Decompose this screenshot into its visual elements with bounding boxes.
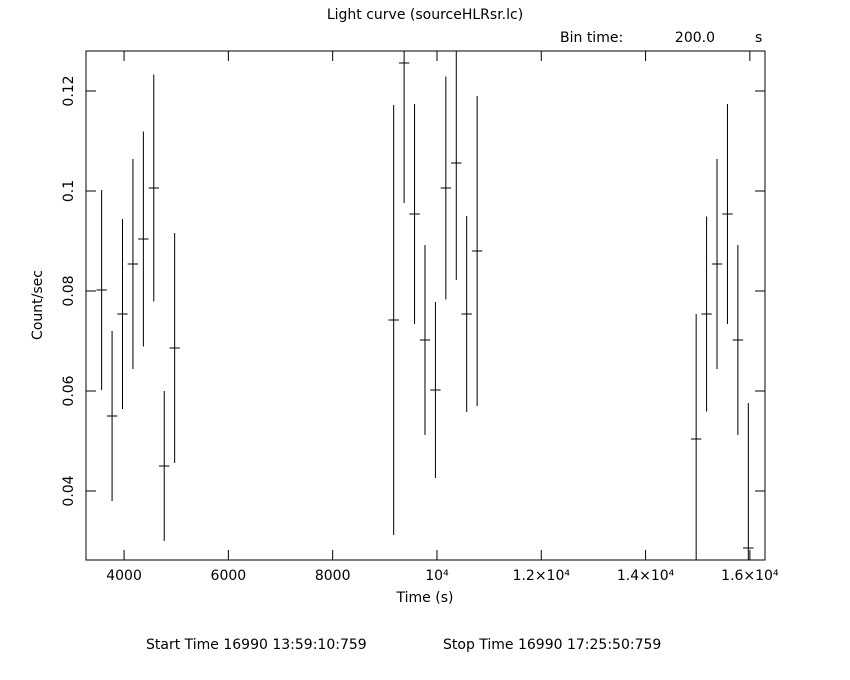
chart-title: Light curve (sourceHLRsr.lc) xyxy=(327,7,523,23)
stop-time: Stop Time 16990 17:25:50:759 xyxy=(443,637,661,653)
plot-frame xyxy=(85,50,766,561)
x-tick-label: 4000 xyxy=(106,568,142,584)
y-axis-label: Count/sec xyxy=(30,270,46,340)
y-tick-label: 0.06 xyxy=(61,375,77,406)
x-tick-label: 10⁴ xyxy=(425,568,449,584)
x-tick-label: 1.4×10⁴ xyxy=(617,568,675,584)
x-tick-label: 1.6×10⁴ xyxy=(721,568,779,584)
x-axis-label: Time (s) xyxy=(396,590,454,606)
y-tick-label: 0.08 xyxy=(61,275,77,306)
bin-time-unit: s xyxy=(755,30,762,46)
y-tick-label: 0.04 xyxy=(61,475,77,506)
x-tick-label: 8000 xyxy=(315,568,351,584)
bin-time-label: Bin time: xyxy=(560,30,623,46)
plot-area xyxy=(96,51,754,560)
x-tick-label: 1.2×10⁴ xyxy=(513,568,571,584)
y-tick-label: 0.1 xyxy=(61,180,77,202)
x-tick-label: 6000 xyxy=(211,568,247,584)
bin-time-value: 200.0 xyxy=(675,30,715,46)
y-tick-label: 0.12 xyxy=(61,75,77,106)
start-time: Start Time 16990 13:59:10:759 xyxy=(146,637,367,653)
